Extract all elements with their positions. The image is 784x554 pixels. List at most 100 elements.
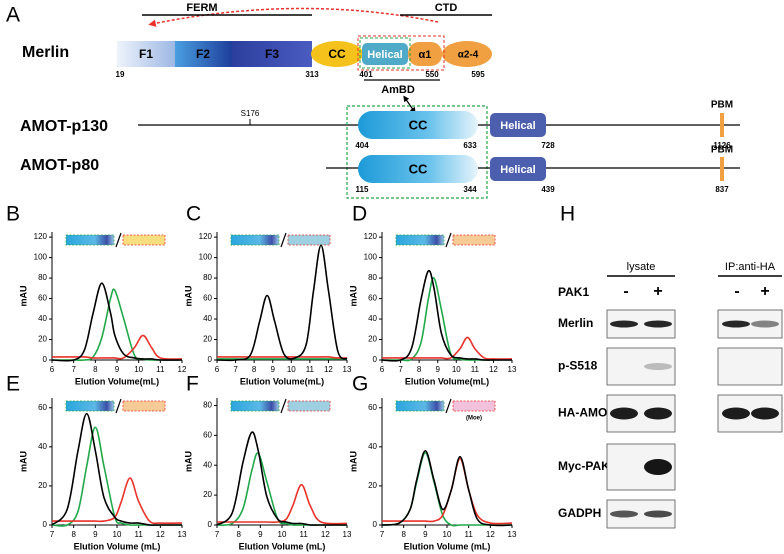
residue: 344: [463, 185, 477, 194]
chart: G 0 20 40 60 7 8 9 10 11 12 13 mAU Elution Volume (mL…: [348, 373, 517, 552]
x-tick-label: 13: [343, 530, 352, 539]
y-axis-label: mAU: [183, 285, 193, 306]
series-line: [51, 282, 183, 362]
y-tick-label: 40: [203, 460, 212, 469]
residue: 1126: [713, 141, 731, 150]
x-tick-label: 7: [215, 530, 220, 539]
y-tick-label: 20: [203, 490, 212, 499]
domain-label: F2: [196, 47, 210, 61]
x-tick-label: 8: [252, 365, 257, 374]
x-tick-label: 7: [233, 365, 238, 374]
x-tick-label: 9: [258, 530, 263, 539]
x-tick-label: 9: [270, 365, 275, 374]
x-tick-label: 13: [343, 365, 352, 374]
residue: 404: [355, 141, 369, 150]
icon-annotation: (Moe): [466, 416, 482, 422]
domain-label: Helical: [367, 49, 402, 61]
lane-label: +: [653, 283, 662, 300]
series-line: [216, 452, 347, 526]
treatment-label: PAK1: [558, 285, 589, 299]
y-tick-label: 80: [203, 273, 212, 282]
x-tick-label: 12: [489, 365, 498, 374]
icon: [395, 234, 445, 246]
region-label: AmBD: [381, 84, 415, 96]
blot: [717, 347, 783, 386]
domain: [232, 41, 312, 67]
domain-label: α1: [419, 49, 432, 61]
domain-label: Helical: [500, 164, 535, 176]
x-tick-label: 8: [417, 365, 422, 374]
dashed-box: [359, 37, 411, 69]
y-tick-label: 20: [368, 481, 377, 490]
x-tick-label: 13: [508, 365, 517, 374]
y-tick-label: 0: [373, 355, 378, 364]
band: [751, 320, 779, 328]
y-tick-label: 120: [34, 232, 48, 241]
residue: 115: [356, 185, 369, 194]
icon: [122, 234, 166, 246]
series-line: [216, 244, 348, 362]
panel-label: D: [352, 203, 367, 226]
domain-label: Helical: [500, 120, 535, 132]
x-tick-label: 10: [134, 365, 143, 374]
y-tick-label: 80: [203, 401, 212, 410]
series-line: [217, 483, 348, 525]
band: [644, 320, 672, 328]
y-tick-label: 0: [208, 520, 213, 529]
chart: E 0 20 40 60 7 8 9 10 11 12 13 mAU Elution Volume (mL…: [6, 373, 187, 552]
row-label: GADPH: [558, 506, 601, 520]
panel-label: B: [6, 203, 20, 226]
domain-label: F1: [139, 47, 153, 61]
x-axis-label: Elution Volume(mL): [240, 376, 324, 386]
band: [644, 459, 672, 475]
series-line: [52, 477, 183, 525]
x-tick-label: 12: [324, 365, 333, 374]
x-tick-label: 9: [435, 365, 440, 374]
y-tick-label: 0: [208, 355, 213, 364]
domain-label: α2-4: [458, 50, 479, 61]
y-tick-label: 60: [203, 430, 212, 439]
icon-slash: [280, 232, 287, 248]
series-line: [381, 269, 512, 362]
icon: [65, 234, 115, 246]
domain-label: CC: [409, 161, 428, 176]
icon: [122, 400, 166, 412]
icon-slash: [280, 398, 287, 414]
panel-label: F: [186, 373, 199, 396]
region-label: FERM: [186, 2, 217, 14]
residue: 728: [541, 141, 555, 150]
binding-arrow: [403, 95, 416, 114]
x-tick-label: 10: [443, 530, 452, 539]
x-tick-label: 9: [93, 530, 98, 539]
x-axis-label: Elution Volume(mL): [75, 376, 159, 386]
domain: [358, 111, 478, 139]
protein-name: AMOT-p130: [20, 118, 108, 135]
y-tick-label: 60: [203, 294, 212, 303]
x-tick-label: 11: [471, 365, 480, 374]
x-tick-label: 7: [398, 365, 403, 374]
x-axis-label: Elution Volume(mL): [405, 376, 489, 386]
icon: [287, 234, 331, 246]
y-axis-label: mAU: [348, 451, 358, 472]
dashed-box: [346, 105, 488, 199]
panel-h: H lysate IP:anti-HA PAK1 - + - + Merlin p…: [558, 203, 783, 529]
icon: [452, 400, 496, 412]
x-tick-label: 8: [236, 530, 241, 539]
y-tick-label: 40: [203, 314, 212, 323]
icon: [230, 234, 280, 246]
y-tick-label: 40: [368, 314, 377, 323]
y-axis-label: mAU: [183, 451, 193, 472]
series-line: [216, 431, 347, 526]
x-axis-label: Elution Volume (mL): [74, 541, 161, 551]
interaction-arrow: [148, 7, 439, 27]
y-tick-label: 60: [368, 403, 377, 412]
panel-label: E: [6, 373, 20, 396]
y-tick-label: 80: [38, 273, 47, 282]
region-label: CTD: [435, 2, 458, 14]
y-axis-label: mAU: [348, 285, 358, 306]
y-tick-label: 20: [368, 335, 377, 344]
band: [722, 407, 750, 420]
x-tick-label: 6: [380, 365, 385, 374]
series-line: [381, 336, 513, 360]
x-tick-label: 10: [278, 530, 287, 539]
